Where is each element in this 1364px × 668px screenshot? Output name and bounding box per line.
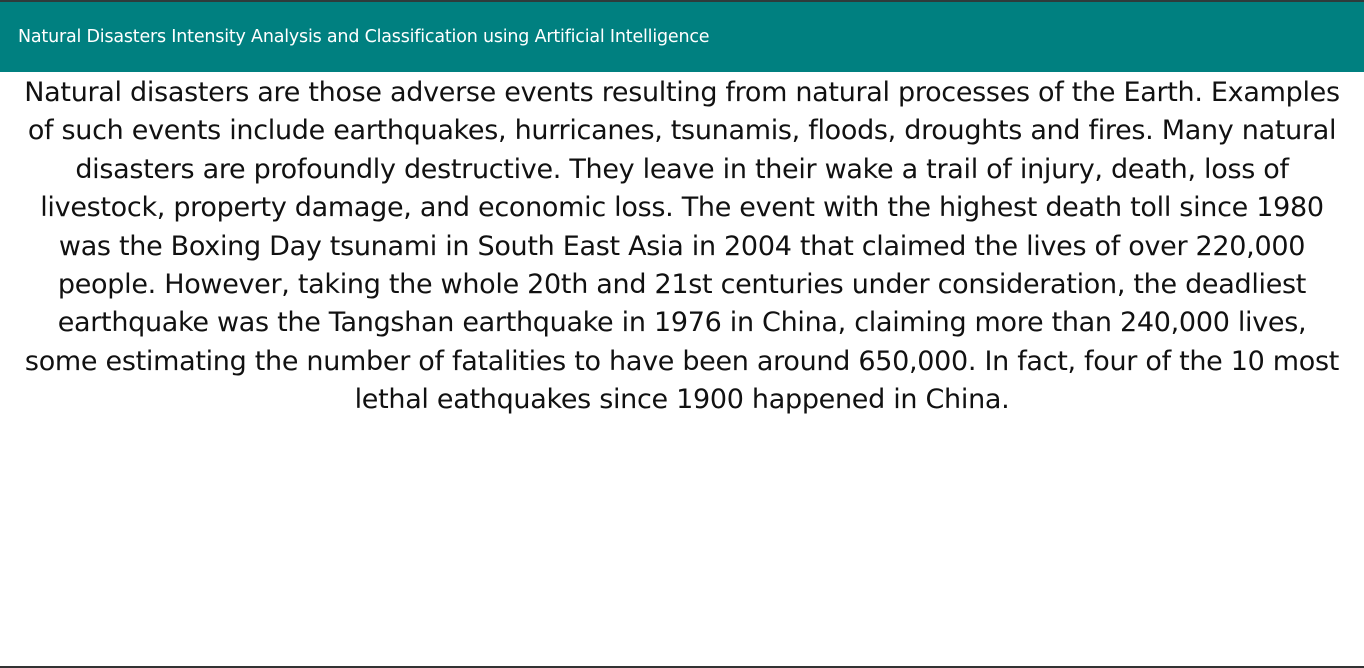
main-content: Natural disasters are those adverse even… [20, 74, 1344, 420]
window-bottom-edge [0, 666, 1364, 668]
window-top-edge [0, 0, 1364, 2]
intro-paragraph: Natural disasters are those adverse even… [24, 77, 1340, 416]
app-header: Natural Disasters Intensity Analysis and… [0, 2, 1364, 72]
page-title: Natural Disasters Intensity Analysis and… [18, 27, 710, 47]
